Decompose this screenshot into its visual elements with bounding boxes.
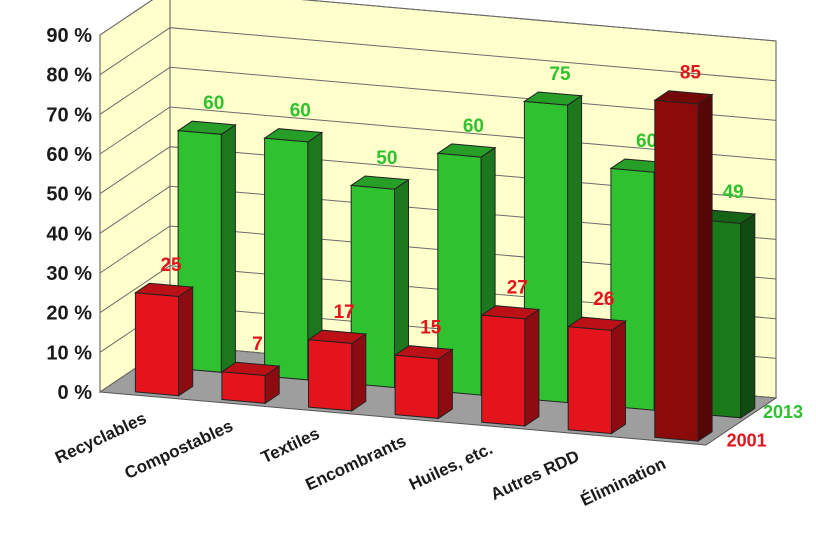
bar-2013-compostables bbox=[263, 128, 324, 381]
y-tick-label: 40 % bbox=[46, 223, 92, 245]
data-label: 25 bbox=[160, 255, 182, 276]
bar-2001-huiles-etc- bbox=[480, 305, 541, 427]
y-tick-label: 10 % bbox=[46, 342, 92, 364]
data-label: 85 bbox=[680, 63, 702, 84]
bar-side-face bbox=[178, 286, 194, 397]
bar-top-face bbox=[220, 361, 281, 377]
gridline bbox=[99, 27, 777, 82]
category-label: Textiles bbox=[258, 424, 322, 467]
y-tick-label: 90 % bbox=[46, 25, 92, 47]
bar-front-face bbox=[134, 292, 180, 397]
bar-top-face bbox=[480, 305, 541, 320]
legend: 2013 2001 bbox=[727, 402, 803, 450]
data-label: 7 bbox=[252, 334, 263, 355]
bar-2001-textiles bbox=[307, 329, 368, 412]
y-tick-label: 50 % bbox=[46, 184, 92, 206]
gridline bbox=[99, 0, 777, 42]
bar-top-face bbox=[653, 90, 714, 105]
bar-2001-encombrants bbox=[393, 345, 454, 420]
bar-side-face bbox=[611, 320, 626, 435]
data-label: 60 bbox=[636, 131, 657, 152]
legend-item-2013: 2013 bbox=[763, 402, 803, 422]
data-label: 60 bbox=[290, 101, 311, 122]
bar-top-face bbox=[393, 345, 454, 360]
bar-front-face bbox=[308, 339, 353, 412]
bar-side-face bbox=[220, 123, 236, 374]
bar-top-face bbox=[263, 128, 324, 143]
bar-front-face bbox=[221, 371, 266, 404]
y-tick-label: 70 % bbox=[46, 104, 92, 126]
data-label: 50 bbox=[376, 148, 397, 169]
data-label: 15 bbox=[420, 318, 442, 339]
data-label: 17 bbox=[334, 302, 355, 323]
bar-front-face bbox=[481, 314, 526, 427]
bar-side-face bbox=[697, 93, 713, 443]
bar-front-face bbox=[264, 137, 309, 381]
bar-top-face bbox=[176, 120, 237, 135]
y-tick-label: 30 % bbox=[46, 263, 92, 285]
bar-side-face bbox=[740, 213, 756, 419]
y-tick-label: 0 % bbox=[58, 382, 93, 404]
bar-series: 60 60 50 60 75 60 49 25 7 17 15 27 26 85 bbox=[133, 63, 757, 443]
bar-front-face bbox=[394, 354, 439, 419]
bar-2001--limination bbox=[653, 90, 714, 443]
bar-top-face bbox=[307, 329, 368, 344]
bar-top-face bbox=[522, 91, 584, 106]
bar-front-face bbox=[567, 326, 612, 435]
bar-side-face bbox=[437, 348, 453, 420]
data-label: 60 bbox=[463, 116, 484, 137]
bar-side-face bbox=[351, 333, 367, 412]
category-label: Huiles, etc. bbox=[406, 439, 495, 494]
bar-side-face bbox=[524, 308, 540, 427]
bar-front-face bbox=[654, 99, 699, 442]
data-label: 27 bbox=[507, 278, 528, 299]
y-tick-label: 20 % bbox=[46, 303, 92, 325]
y-axis-tick-labels: 0 % 10 % 20 % 30 % 40 % 50 % 60 % 70 % 80 % 90 % bbox=[46, 25, 92, 404]
data-label: 26 bbox=[593, 289, 614, 310]
bar-top-face bbox=[436, 143, 497, 158]
bar-top-face bbox=[133, 282, 195, 298]
data-label: 49 bbox=[723, 182, 744, 203]
y-tick-label: 60 % bbox=[46, 144, 92, 166]
data-label: 75 bbox=[549, 64, 571, 85]
bar-2001-compostables bbox=[220, 361, 281, 405]
legend-item-2001: 2001 bbox=[727, 431, 767, 451]
bar-top-face bbox=[566, 316, 627, 331]
bar-2001-autres-rdd bbox=[566, 316, 627, 435]
y-tick-label: 80 % bbox=[46, 65, 92, 87]
data-label: 60 bbox=[203, 93, 224, 114]
bar-top-face bbox=[349, 175, 410, 190]
category-label: Autres RDD bbox=[488, 446, 582, 504]
category-label: Élimination bbox=[578, 454, 669, 510]
bar-2001-recyclables bbox=[133, 282, 195, 397]
